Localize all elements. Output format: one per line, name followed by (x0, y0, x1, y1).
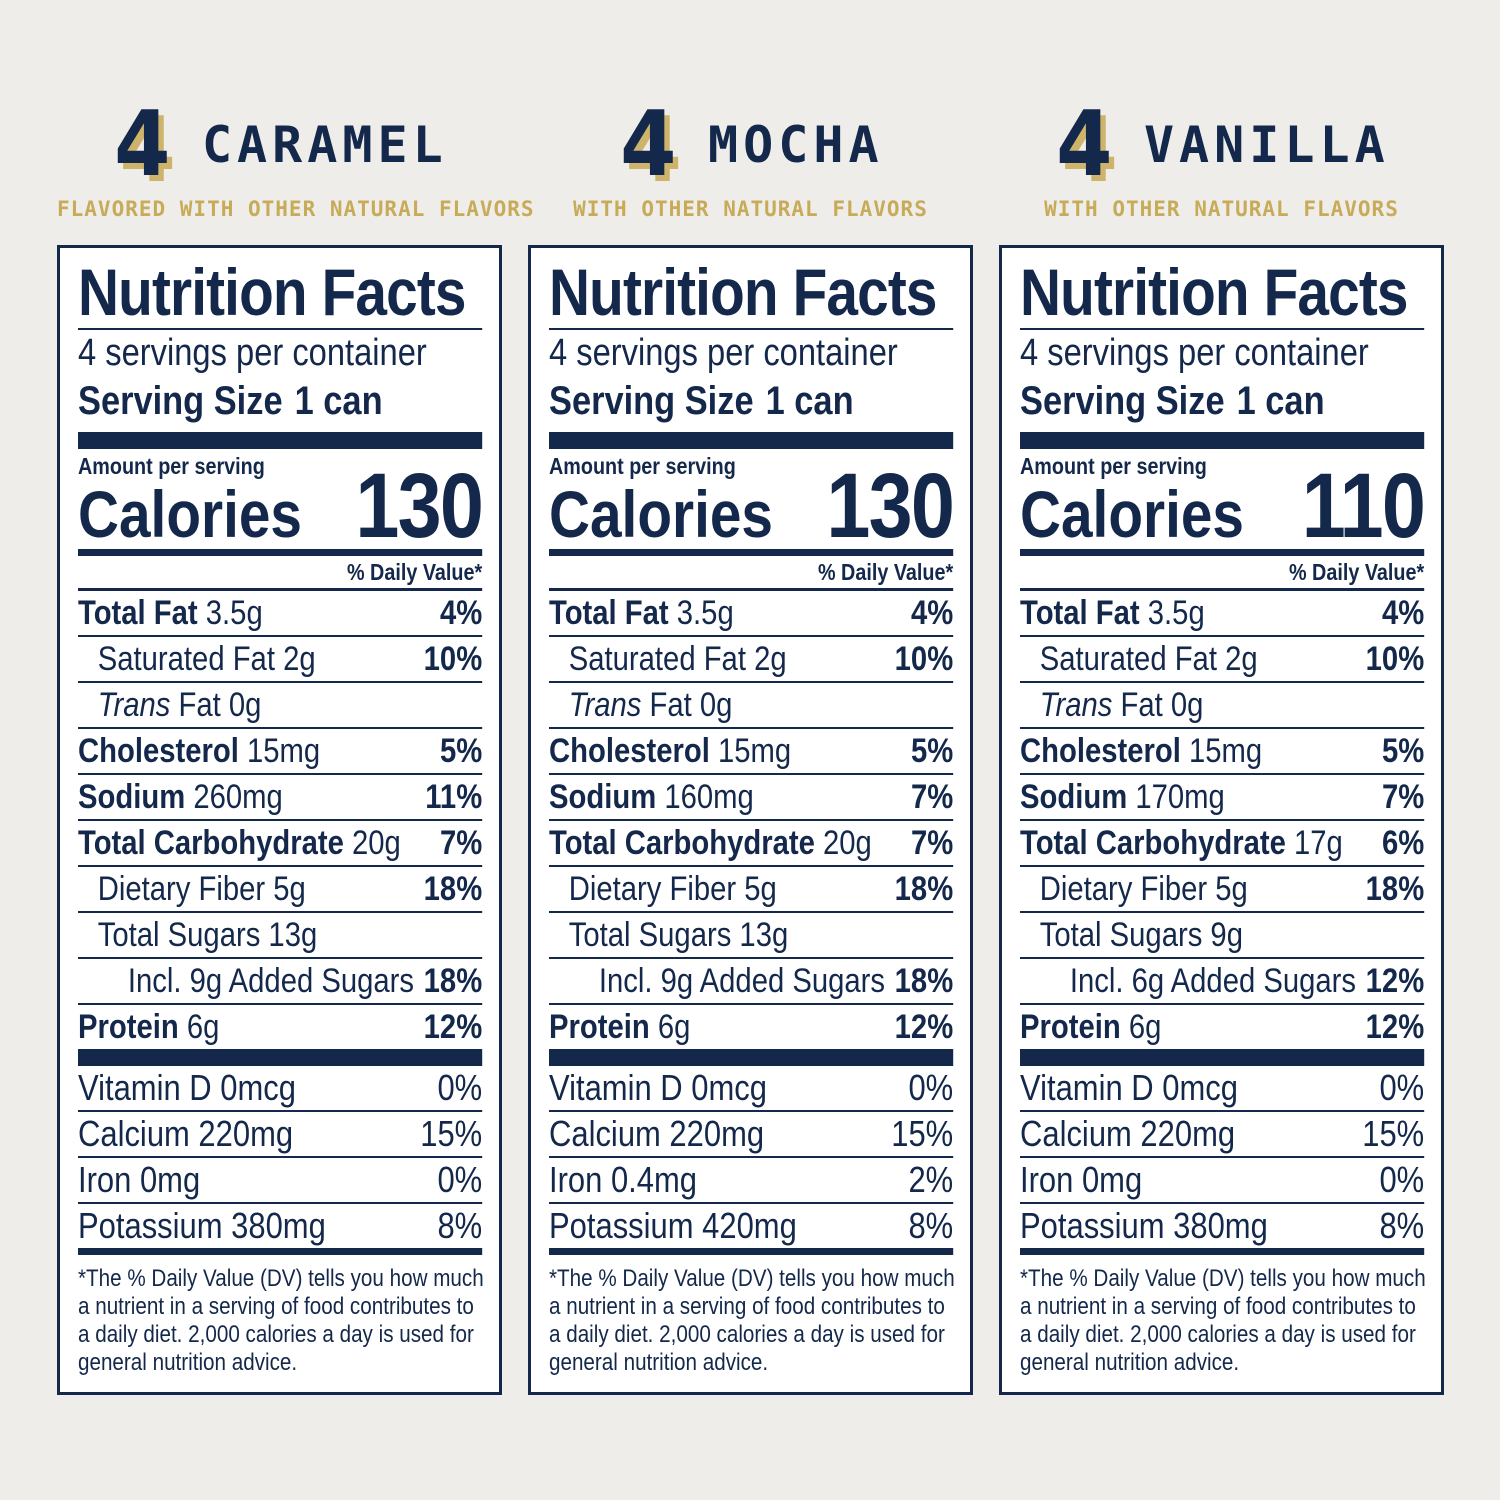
nutrient-row-protein: Protein 6g 12% (549, 1003, 954, 1049)
nutrient-row-total-sugars: Total Sugars 13g (549, 911, 954, 957)
calories-row: Calories 130 (549, 460, 955, 552)
nutrient-row-protein: Protein 6g 12% (78, 1003, 483, 1049)
serving-size: Serving Size 1 can (549, 376, 953, 426)
serving-size-value: 1 can (294, 379, 383, 423)
serving-size-value: 1 can (765, 379, 854, 423)
servings-per-container: 4 servings per container (549, 332, 898, 374)
daily-value-header: % Daily Value* (1288, 559, 1425, 585)
amount-per-serving: Amount per serving (549, 453, 736, 479)
vitamin-row-vitamin-d: Vitamin D 0mcg 0% (549, 1067, 954, 1108)
nutrient-row-total-fat: Total Fat 3.5g 4% (78, 588, 483, 635)
vitamin-row-iron: Iron 0.4mg 2% (549, 1156, 954, 1202)
serving-size: Serving Size 1 can (1020, 376, 1424, 426)
nutrient-row-cholesterol: Cholesterol 15mg 5% (549, 727, 954, 773)
flavor-name: VANILLA (1143, 116, 1390, 174)
serving-size-label: Serving Size (549, 379, 754, 423)
flavor-column-mocha: 4 MOCHA WITH OTHER NATURAL FLAVORS Nutri… (528, 95, 973, 1395)
vitamin-row-calcium: Calcium 220mg 15% (1020, 1110, 1425, 1156)
nutrient-row-total-carbohydrate: Total Carbohydrate 20g 7% (78, 819, 483, 865)
nutrient-row-added-sugars: Incl. 9g Added Sugars 18% (549, 957, 954, 1003)
nutrient-row-total-carbohydrate: Total Carbohydrate 20g 7% (549, 819, 954, 865)
daily-value-header: % Daily Value* (346, 559, 483, 585)
nutrient-row-total-carbohydrate: Total Carbohydrate 17g 6% (1020, 819, 1425, 865)
nutrient-row-saturated-fat: Saturated Fat 2g 10% (1020, 635, 1425, 681)
daily-value-header: % Daily Value* (817, 559, 954, 585)
flavor-header: 4 MOCHA (528, 95, 973, 195)
serving-size: Serving Size 1 can (78, 376, 482, 426)
flavor-column-caramel: 4 CARAMEL FLAVORED WITH OTHER NATURAL FL… (57, 95, 535, 1395)
nutrient-row-trans-fat: Trans Fat 0g (549, 681, 954, 727)
calories-value: 130 (826, 455, 955, 557)
nutrition-facts-title: Nutrition Facts (1020, 255, 1408, 329)
nutrient-row-dietary-fiber: Dietary Fiber 5g 18% (1020, 865, 1425, 911)
calories-row: Calories 130 (78, 460, 484, 552)
nutrient-row-dietary-fiber: Dietary Fiber 5g 18% (549, 865, 954, 911)
nutrient-row-trans-fat: Trans Fat 0g (1020, 681, 1425, 727)
flavor-subtitle: WITH OTHER NATURAL FLAVORS (573, 197, 928, 221)
calories-value: 130 (355, 455, 484, 557)
servings-per-container: 4 servings per container (78, 332, 427, 374)
vitamin-row-potassium: Potassium 380mg 8% (78, 1202, 483, 1248)
flavor-subtitle: FLAVORED WITH OTHER NATURAL FLAVORS (57, 197, 535, 221)
flavor-name: MOCHA (708, 116, 884, 174)
flavor-name: CARAMEL (201, 116, 448, 174)
daily-value-footnote: *The % Daily Value (DV) tells you how mu… (549, 1265, 955, 1376)
nutrition-facts-title: Nutrition Facts (78, 255, 466, 329)
calories-label: Calories (1020, 477, 1245, 551)
nutrient-row-added-sugars: Incl. 6g Added Sugars 12% (1020, 957, 1425, 1003)
vitamin-row-iron: Iron 0mg 0% (78, 1156, 483, 1202)
vitamin-row-potassium: Potassium 380mg 8% (1020, 1202, 1425, 1248)
nutrient-row-total-fat: Total Fat 3.5g 4% (549, 588, 954, 635)
nutrient-row-cholesterol: Cholesterol 15mg 5% (78, 727, 483, 773)
nutrient-row-saturated-fat: Saturated Fat 2g 10% (78, 635, 483, 681)
calories-value: 110 (1301, 455, 1426, 557)
nutrient-row-sodium: Sodium 170mg 7% (1020, 773, 1425, 819)
calories-row: Calories 110 (1020, 460, 1426, 552)
nutrition-facts-title: Nutrition Facts (549, 255, 937, 329)
calories-label: Calories (78, 477, 303, 551)
amount-per-serving: Amount per serving (1020, 453, 1207, 479)
flavor-subtitle: WITH OTHER NATURAL FLAVORS (1044, 197, 1399, 221)
flavor-count: 4 (1056, 92, 1113, 197)
calories-label: Calories (549, 477, 774, 551)
nutrient-row-total-sugars: Total Sugars 9g (1020, 911, 1425, 957)
vitamin-row-potassium: Potassium 420mg 8% (549, 1202, 954, 1248)
servings-per-container: 4 servings per container (1020, 332, 1369, 374)
daily-value-footnote: *The % Daily Value (DV) tells you how mu… (78, 1265, 484, 1376)
nutrition-facts-panel: Nutrition Facts 4 servings per container… (528, 245, 973, 1395)
flavor-header: 4 VANILLA (999, 95, 1444, 195)
nutrient-row-cholesterol: Cholesterol 15mg 5% (1020, 727, 1425, 773)
nutrient-row-total-sugars: Total Sugars 13g (78, 911, 483, 957)
vitamin-row-calcium: Calcium 220mg 15% (78, 1110, 483, 1156)
vitamin-row-iron: Iron 0mg 0% (1020, 1156, 1425, 1202)
flavor-header: 4 CARAMEL (57, 95, 502, 195)
flavor-column-vanilla: 4 VANILLA WITH OTHER NATURAL FLAVORS Nut… (999, 95, 1444, 1395)
flavor-count: 4 (114, 92, 171, 197)
serving-size-label: Serving Size (1020, 379, 1225, 423)
serving-size-label: Serving Size (78, 379, 283, 423)
vitamin-row-vitamin-d: Vitamin D 0mcg 0% (78, 1067, 483, 1108)
vitamin-row-vitamin-d: Vitamin D 0mcg 0% (1020, 1067, 1425, 1108)
nutrition-facts-panel: Nutrition Facts 4 servings per container… (999, 245, 1444, 1395)
nutrient-row-sodium: Sodium 260mg 11% (78, 773, 483, 819)
nutrient-row-saturated-fat: Saturated Fat 2g 10% (549, 635, 954, 681)
amount-per-serving: Amount per serving (78, 453, 265, 479)
serving-size-value: 1 can (1236, 379, 1325, 423)
nutrient-row-trans-fat: Trans Fat 0g (78, 681, 483, 727)
nutrient-row-total-fat: Total Fat 3.5g 4% (1020, 588, 1425, 635)
nutrient-row-sodium: Sodium 160mg 7% (549, 773, 954, 819)
daily-value-footnote: *The % Daily Value (DV) tells you how mu… (1020, 1265, 1426, 1376)
nutrient-row-dietary-fiber: Dietary Fiber 5g 18% (78, 865, 483, 911)
flavor-count: 4 (620, 92, 677, 197)
vitamin-row-calcium: Calcium 220mg 15% (549, 1110, 954, 1156)
nutrient-row-protein: Protein 6g 12% (1020, 1003, 1425, 1049)
nutrition-facts-panel: Nutrition Facts 4 servings per container… (57, 245, 502, 1395)
nutrient-row-added-sugars: Incl. 9g Added Sugars 18% (78, 957, 483, 1003)
